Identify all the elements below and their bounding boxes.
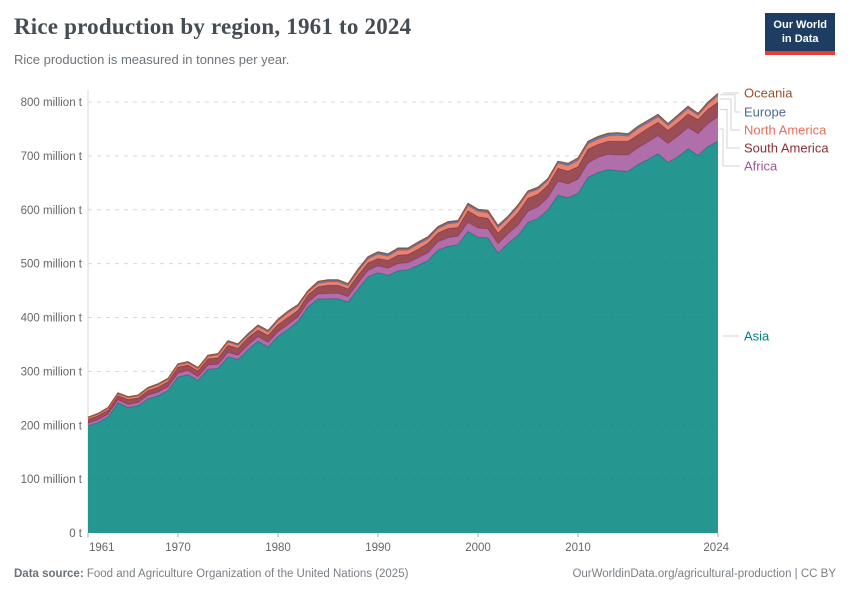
- x-axis-label: 1990: [365, 542, 391, 554]
- legend-connector-north-america: [719, 98, 740, 131]
- legend-label-asia[interactable]: Asia: [744, 329, 770, 344]
- legend-label-europe[interactable]: Europe: [744, 105, 786, 120]
- chart-footer: Data source: Food and Agriculture Organi…: [0, 568, 850, 580]
- y-axis-label: 800 million t: [21, 97, 83, 109]
- legend-connector-south-america: [719, 109, 740, 149]
- y-axis-label: 400 million t: [21, 313, 83, 325]
- chart-subtitle: Rice production is measured in tonnes pe…: [14, 52, 290, 67]
- legend-connector-europe: [719, 94, 740, 113]
- area-topline-oceania: [87, 93, 719, 418]
- legend-connector-africa: [719, 128, 740, 167]
- x-axis-label: 1980: [265, 542, 291, 554]
- owid-logo-text-line2: in Data: [781, 33, 819, 46]
- legend-label-south-america[interactable]: South America: [744, 141, 829, 156]
- x-axis-label: 2024: [703, 542, 729, 554]
- x-axis-label: 1970: [165, 542, 191, 554]
- legend-label-oceania[interactable]: Oceania: [744, 86, 793, 101]
- area-africa[interactable]: [88, 116, 718, 426]
- attribution-link[interactable]: OurWorldinData.org/agricultural-producti…: [572, 568, 836, 580]
- legend-label-north-america[interactable]: North America: [744, 123, 827, 138]
- owid-logo-text-line1: Our World: [773, 19, 827, 31]
- x-axis-label: 2000: [465, 542, 491, 554]
- area-asia[interactable]: [88, 141, 718, 533]
- area-south-america[interactable]: [88, 102, 718, 424]
- y-axis-label: 200 million t: [21, 420, 83, 432]
- y-axis-label: 600 million t: [21, 205, 83, 217]
- page-title: Rice production by region, 1961 to 2024: [14, 14, 412, 39]
- x-axis-label: 2010: [565, 542, 591, 554]
- y-axis-label: 0 t: [69, 528, 83, 540]
- owid-logo[interactable]: Our World in Data: [765, 13, 835, 55]
- y-axis-label: 500 million t: [21, 259, 83, 271]
- data-source: Data source: Food and Agriculture Organi…: [14, 568, 408, 580]
- y-axis-label: 300 million t: [21, 366, 83, 378]
- x-axis-label: 1961: [89, 542, 115, 554]
- legend-label-africa[interactable]: Africa: [744, 159, 778, 174]
- y-axis-label: 700 million t: [21, 151, 83, 163]
- data-source-label: Data source:: [14, 568, 84, 580]
- data-source-value: Food and Agriculture Organization of the…: [83, 568, 409, 580]
- y-axis-label: 100 million t: [21, 474, 83, 486]
